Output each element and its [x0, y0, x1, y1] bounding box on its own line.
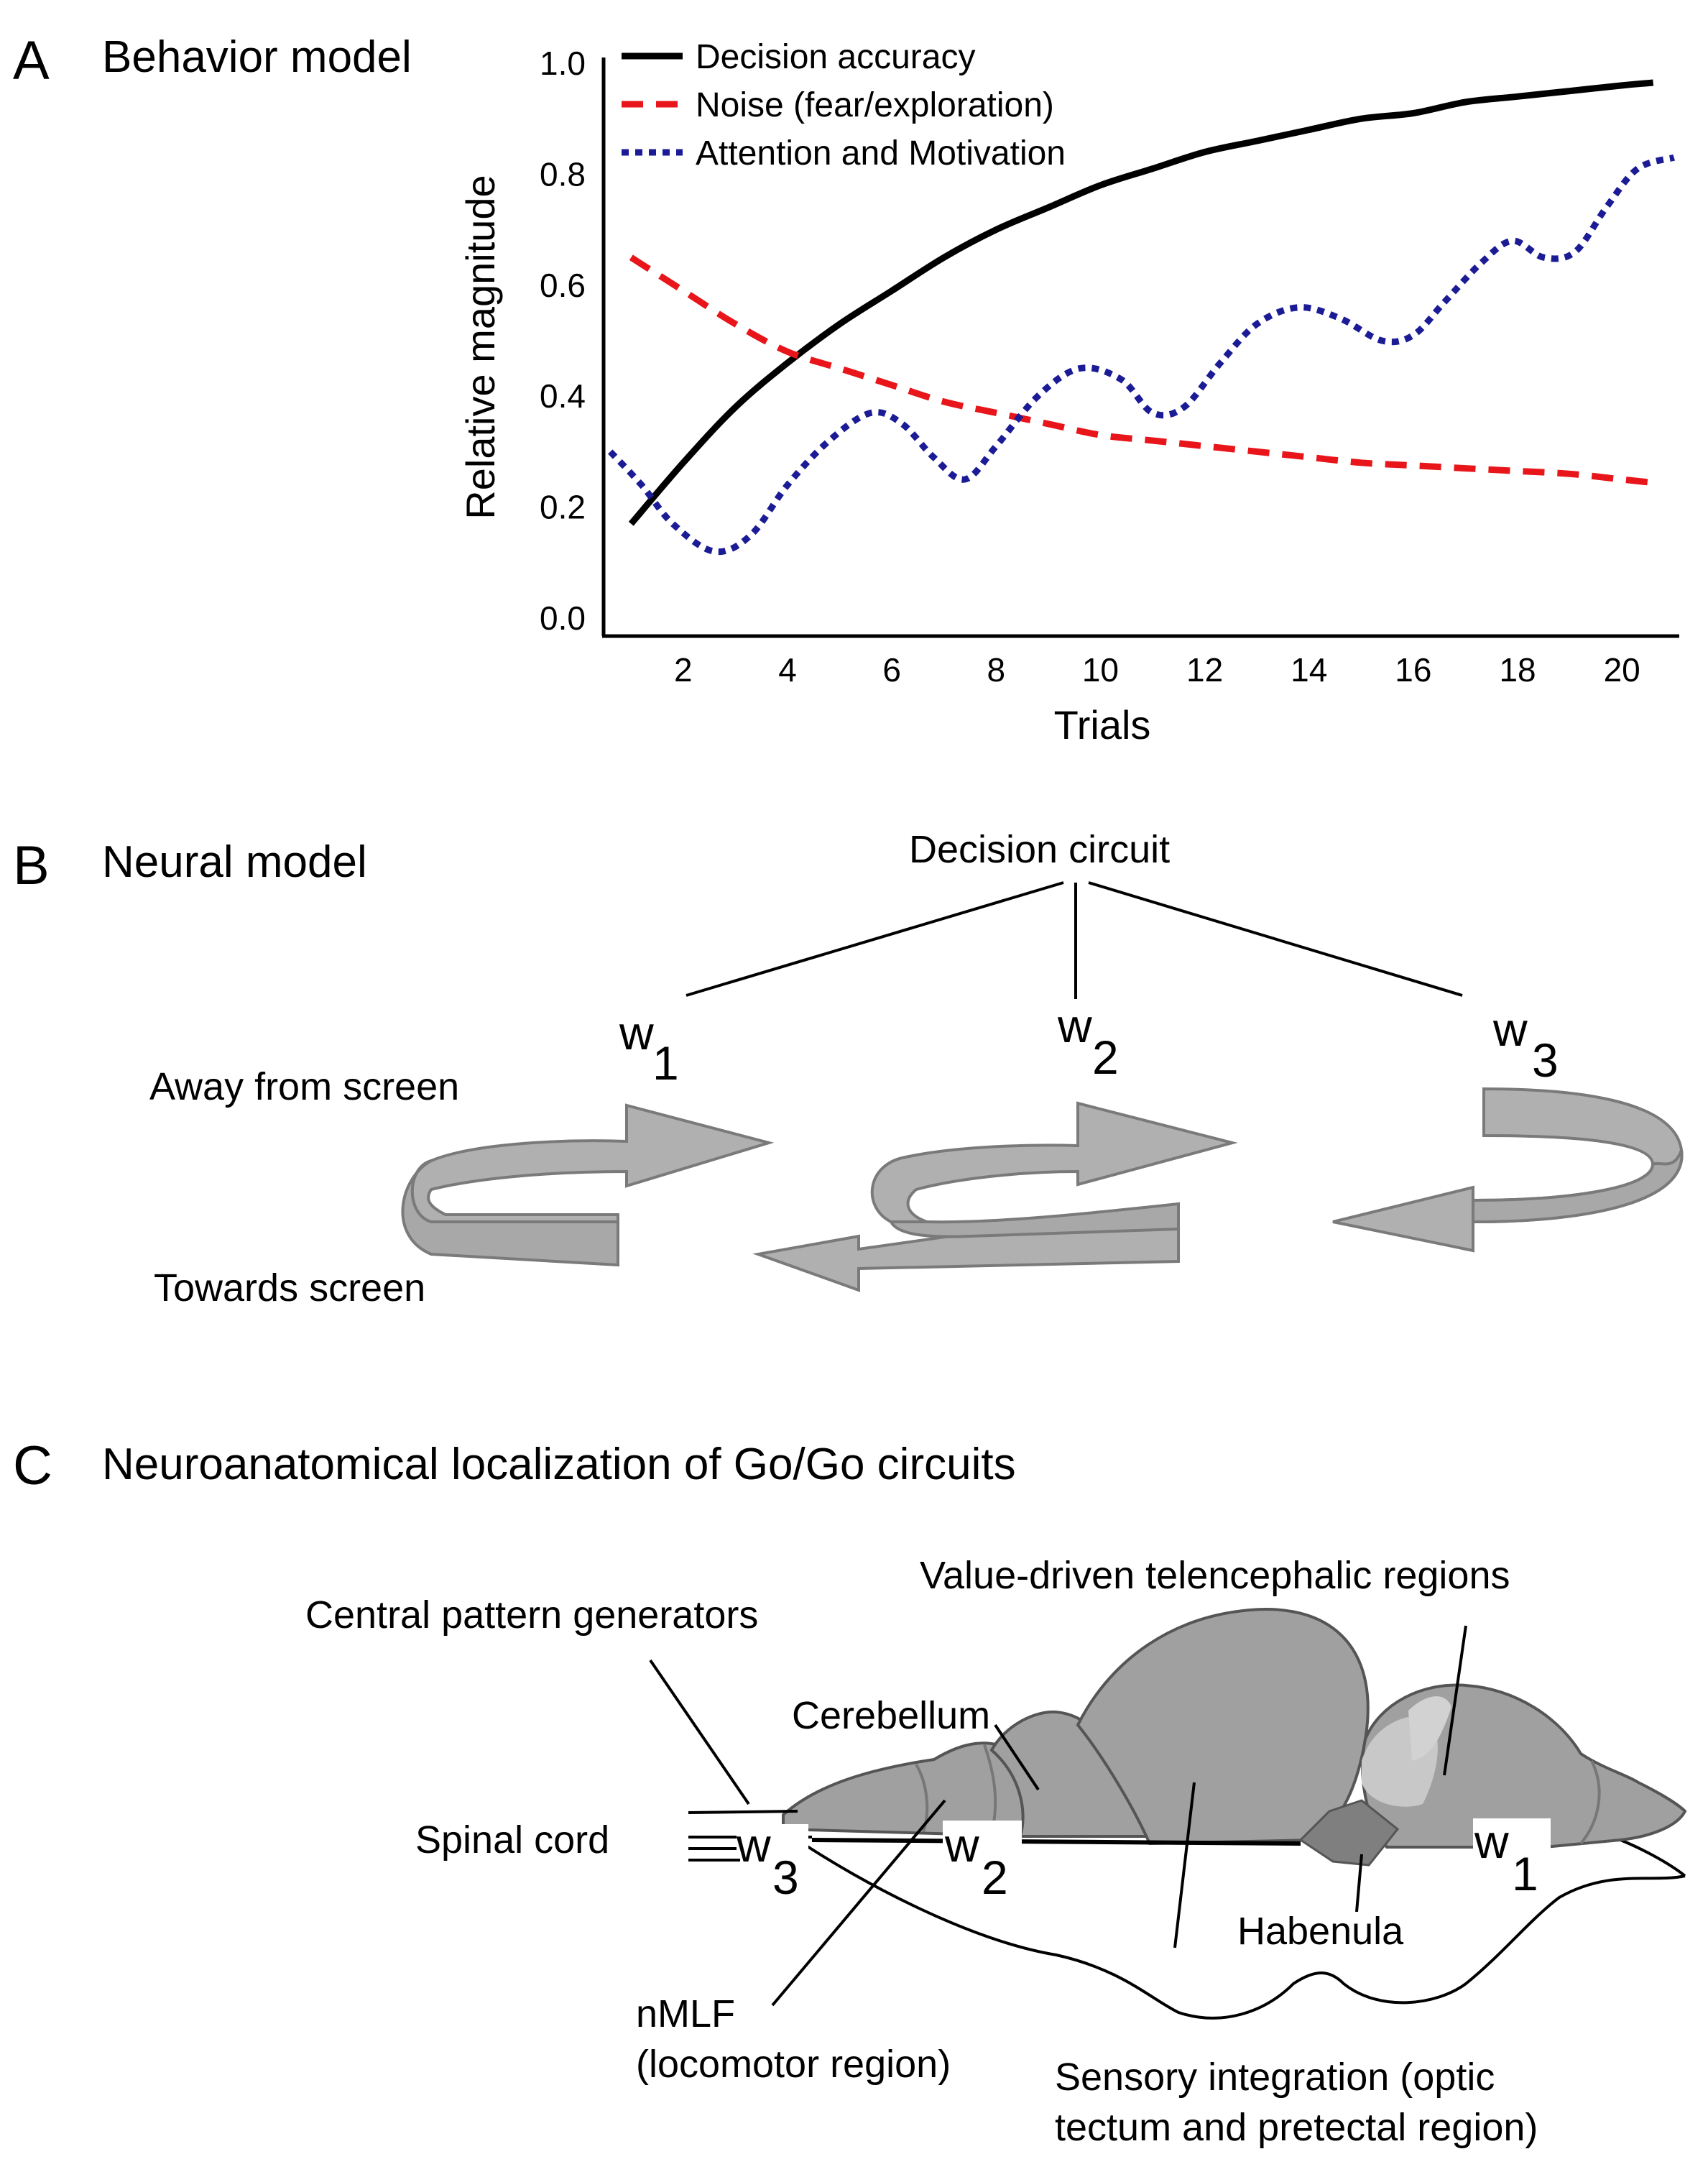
anat-w2-letter: w	[944, 1818, 979, 1872]
x-tick-label: 20	[1604, 651, 1640, 689]
cpg-pointer	[649, 1659, 750, 1805]
arrow-1-underside	[401, 1159, 619, 1267]
w3-subscript: 3	[1532, 1034, 1559, 1087]
w1-patch	[1473, 1818, 1551, 1854]
panel-a: A Behavior model 0.0 0.2 0.4 0.6 0.8 1.0 2 4 6 8…	[13, 30, 1679, 747]
anat-w1-letter: w	[1474, 1815, 1509, 1868]
w1-letter: w	[619, 1006, 654, 1059]
w3-letter: w	[1492, 1003, 1528, 1056]
x-tick-label: 8	[987, 651, 1005, 689]
panel-b: B Neural model Decision circuit w 1 w 2 …	[13, 828, 1684, 1310]
x-tick-label: 16	[1395, 651, 1431, 689]
y-tick-label: 0.8	[540, 155, 586, 193]
x-tick-label: 10	[1082, 651, 1119, 689]
decision-line-w3	[1088, 881, 1463, 997]
x-tick-label: 12	[1186, 651, 1223, 689]
nmlf-pointer	[771, 1799, 946, 2007]
away-from-screen-label: Away from screen	[149, 1065, 459, 1108]
weight-w3-label: w 3	[1492, 1003, 1559, 1087]
panel-a-title: Behavior model	[102, 32, 412, 82]
ventral-base-line	[811, 1838, 1301, 1846]
x-tick-label: 14	[1291, 651, 1327, 689]
y-tick-label: 0.2	[540, 489, 586, 526]
spinal-cord-label: Spinal cord	[415, 1818, 609, 1862]
circular-arrow-3	[1332, 1087, 1684, 1253]
decision-line-w1	[685, 881, 1064, 997]
spinal-cord-line-1	[688, 1810, 798, 1814]
panel-c-title: Neuroanatomical localization of Go/Go ci…	[102, 1440, 1016, 1489]
sensory-pointer	[1173, 1782, 1196, 1948]
decision-circuit-label: Decision circuit	[909, 828, 1170, 871]
sensory-label-line1: Sensory integration (optic	[1055, 2056, 1495, 2099]
legend-label: Decision accuracy	[696, 38, 975, 76]
y-tick-label: 0.6	[540, 267, 586, 304]
x-axis-title: Trials	[1054, 702, 1151, 747]
y-ticks: 0.0 0.2 0.4 0.6 0.8 1.0	[540, 45, 586, 637]
anat-w3-label: w 3	[736, 1818, 799, 1904]
telencephalon-light-patch	[1408, 1696, 1451, 1761]
cerebellum-pointer	[994, 1724, 1040, 1791]
anat-w1-label: w 1	[1474, 1815, 1538, 1900]
series-line-solid	[628, 79, 1654, 526]
x-tick-label: 2	[674, 651, 693, 689]
brain-lower-outline	[796, 1839, 1686, 2020]
circular-arrow-2	[752, 1101, 1238, 1292]
weight-w2-label: w 2	[1057, 999, 1119, 1084]
panel-a-letter: A	[13, 30, 50, 91]
w3-patch	[737, 1824, 808, 1859]
arrow-2-loop	[870, 1101, 1238, 1223]
arrow-3-body	[1332, 1087, 1684, 1253]
w2-letter: w	[1057, 999, 1092, 1052]
w1-subscript: 1	[652, 1036, 679, 1090]
legend-label: Noise (fear/exploration)	[696, 86, 1054, 124]
weight-w1-label: w 1	[619, 1006, 679, 1090]
behavior-chart: 0.0 0.2 0.4 0.6 0.8 1.0 2 4 6 8 10 12 14 16 18 20 Rela…	[458, 38, 1679, 747]
x-tick-label: 6	[882, 651, 901, 689]
y-tick-label: 1.0	[540, 45, 586, 82]
arrow-3-underside	[1472, 1149, 1684, 1224]
y-axis-title: Relative magnitude	[458, 175, 503, 519]
cpg-label: Central pattern generators	[305, 1593, 758, 1637]
anat-w2-label: w 2	[944, 1818, 1008, 1904]
nmlf-label-line1: nMLF	[636, 1992, 735, 2035]
optic-tectum-region	[1076, 1608, 1370, 1846]
anat-w3-letter: w	[736, 1818, 771, 1872]
panel-c: C Neuroanatomical localization of Go/Go …	[13, 1435, 1687, 2149]
w2-subscript: 2	[1092, 1031, 1119, 1084]
sensory-label-line2: tectum and pretectal region)	[1055, 2106, 1538, 2149]
circular-arrow-1	[401, 1103, 775, 1267]
panel-c-letter: C	[13, 1435, 52, 1496]
chart-legend: Decision accuracy Noise (fear/exploration…	[622, 38, 1066, 172]
olfactory-bulb-line	[1579, 1760, 1601, 1845]
panel-b-title: Neural model	[102, 837, 367, 887]
y-tick-label: 0.4	[540, 377, 586, 415]
x-tick-label: 4	[778, 651, 797, 689]
nmlf-label-line2: (locomotor region)	[636, 2043, 951, 2086]
panel-b-letter: B	[13, 835, 50, 896]
habenula-label: Habenula	[1237, 1910, 1404, 1953]
w2-patch	[943, 1821, 1022, 1856]
value-driven-pointer	[1443, 1625, 1467, 1776]
legend-label: Attention and Motivation	[696, 134, 1066, 172]
arrow-2-underside	[888, 1202, 1180, 1238]
series-lines	[608, 79, 1676, 556]
towards-screen-label: Towards screen	[154, 1266, 425, 1310]
x-tick-label: 18	[1499, 651, 1536, 689]
anat-w1-subscript: 1	[1512, 1847, 1538, 1900]
arrow-1-body	[410, 1103, 775, 1223]
series-line-dotted	[608, 154, 1676, 556]
x-ticks: 2 4 6 8 10 12 14 16 18 20	[674, 651, 1640, 689]
series-line-dashed	[629, 254, 1649, 486]
anat-w3-subscript: 3	[772, 1851, 799, 1904]
habenula-region	[1298, 1799, 1400, 1867]
y-tick-label: 0.0	[540, 599, 586, 637]
cerebellum-label: Cerebellum	[792, 1694, 990, 1737]
anat-w2-subscript: 2	[982, 1851, 1008, 1904]
habenula-pointer	[1355, 1854, 1363, 1913]
value-driven-label: Value-driven telencephalic regions	[920, 1554, 1510, 1597]
